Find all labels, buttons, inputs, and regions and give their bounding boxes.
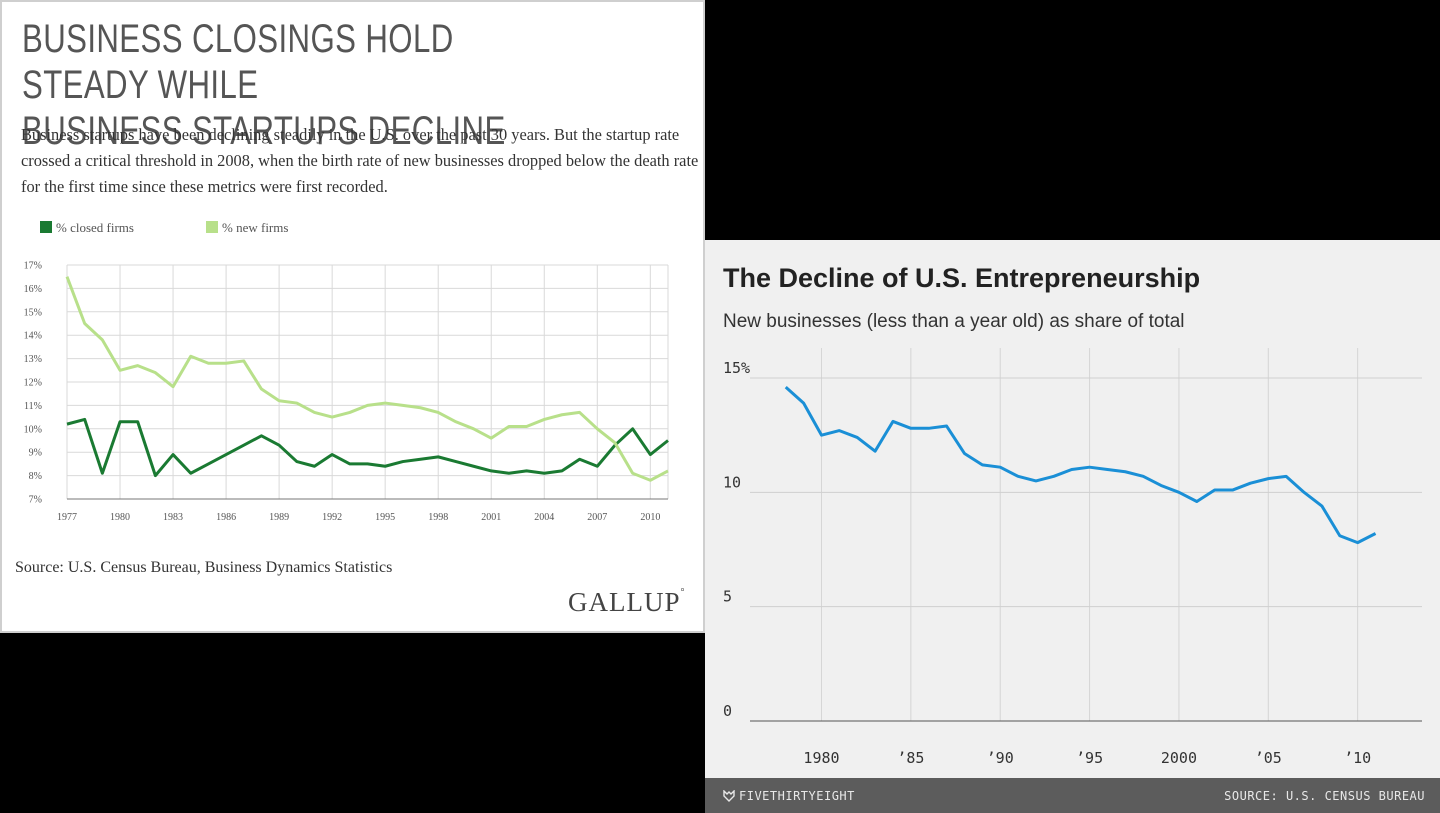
legend-swatch-new-firms: [206, 221, 218, 233]
gallup-x-tick-labels: 1977 1980 1983 1986 1989 1992 1995 1998 2001 2004…: [57, 512, 660, 523]
gallup-x-tick-label: 2001: [481, 512, 501, 523]
gallup-line-chart: 7%8%9%10%11%12%13%14%15%16%17% 1977 1980 1…: [24, 261, 669, 523]
gallup-y-tick-label: 15%: [24, 307, 42, 318]
fte-y-tick-labels: 0 5 10 15%: [723, 359, 750, 720]
fte-y-tick-label: 0: [723, 702, 732, 720]
fte-x-tick-label: 1980: [803, 749, 839, 767]
gallup-x-tick-label: 1989: [269, 512, 289, 523]
fivethirtyeight-line-chart: 0 5 10 15% 1980 ’85 ’90 ’95 2000 ’05 ’10: [723, 348, 1422, 767]
gallup-source-note: Source: U.S. Census Bureau, Business Dyn…: [15, 559, 393, 576]
fte-footer-bar: FIVETHIRTYEIGHT SOURCE: U.S. CENSUS BURE…: [705, 778, 1440, 813]
gallup-y-tick-label: 17%: [24, 261, 42, 272]
gallup-grid: [66, 264, 669, 500]
fte-brand: FIVETHIRTYEIGHT: [723, 789, 855, 803]
fte-source-note: SOURCE: U.S. CENSUS BUREAU: [1224, 789, 1425, 803]
gallup-y-tick-label: 12%: [24, 378, 42, 389]
fte-y-tick-label: 10: [723, 473, 741, 491]
legend-item-new-firms: % new firms: [206, 220, 288, 236]
gallup-y-tick-label: 11%: [24, 401, 42, 412]
fte-y-tick-label: 5: [723, 588, 732, 606]
gallup-x-tick-label: 1998: [428, 512, 448, 523]
series-line-closed-firms: [66, 417, 669, 478]
gallup-y-tick-label: 7%: [29, 495, 42, 506]
gallup-x-tick-label: 2004: [534, 512, 554, 523]
legend-label-closed-firms: % closed firms: [56, 220, 134, 235]
gallup-y-tick-label: 9%: [29, 448, 42, 459]
gallup-y-tick-label: 13%: [24, 354, 42, 365]
gallup-x-tick-label: 1983: [163, 512, 183, 523]
series-line-new-businesses: [784, 386, 1377, 545]
fte-x-tick-label: ’05: [1255, 749, 1282, 767]
fte-x-tick-label: ’85: [897, 749, 924, 767]
legend-swatch-closed-firms: [40, 221, 52, 233]
gallup-x-tick-label: 1986: [216, 512, 236, 523]
fte-x-tick-label: 2000: [1161, 749, 1197, 767]
gallup-chart-panel: BUSINESS CLOSINGS HOLD STEADY WHILE BUSI…: [0, 0, 705, 633]
fte-chart-subtitle: New businesses (less than a year old) as…: [723, 311, 1185, 332]
gallup-y-tick-label: 14%: [24, 331, 42, 342]
series-line-new-firms: [65, 276, 669, 482]
fte-grid: [750, 348, 1422, 722]
fivethirtyeight-fox-icon: [723, 790, 735, 802]
fte-x-tick-labels: 1980 ’85 ’90 ’95 2000 ’05 ’10: [803, 749, 1371, 767]
gallup-x-tick-label: 2007: [587, 512, 607, 523]
gallup-x-tick-label: 1977: [57, 512, 77, 523]
legend-label-new-firms: % new firms: [222, 220, 289, 235]
fte-brand-label: FIVETHIRTYEIGHT: [739, 789, 855, 803]
gallup-y-tick-label: 10%: [24, 424, 42, 435]
fte-x-tick-label: ’10: [1344, 749, 1371, 767]
fte-series: [784, 386, 1377, 545]
gallup-chart-subtitle: Business startups have been declining st…: [21, 125, 699, 196]
gallup-logo: GALLUP°: [568, 587, 686, 617]
gallup-y-tick-label: 8%: [29, 471, 42, 482]
gallup-chart-title: BUSINESS CLOSINGS HOLD STEADY WHILE BUSI…: [22, 17, 506, 153]
gallup-y-tick-labels: 7% 8% 9% 10% 11% 12% 13% 14% 15% 16% 17%: [24, 261, 42, 506]
legend-item-closed-firms: % closed firms: [40, 220, 134, 236]
gallup-series: [65, 276, 669, 482]
gallup-x-tick-label: 1995: [375, 512, 395, 523]
fte-x-tick-label: ’90: [987, 749, 1014, 767]
fivethirtyeight-chart-panel: 0 5 10 15% 1980 ’85 ’90 ’95 2000 ’05 ’10 The Decl…: [705, 240, 1440, 813]
gallup-x-tick-label: 2010: [640, 512, 660, 523]
fte-y-tick-label: 15%: [723, 359, 750, 377]
fte-chart-title: The Decline of U.S. Entrepreneurship: [723, 263, 1201, 293]
fte-x-tick-label: ’95: [1076, 749, 1103, 767]
gallup-x-tick-label: 1980: [110, 512, 130, 523]
gallup-x-tick-label: 1992: [322, 512, 342, 523]
gallup-y-tick-label: 16%: [24, 284, 42, 295]
